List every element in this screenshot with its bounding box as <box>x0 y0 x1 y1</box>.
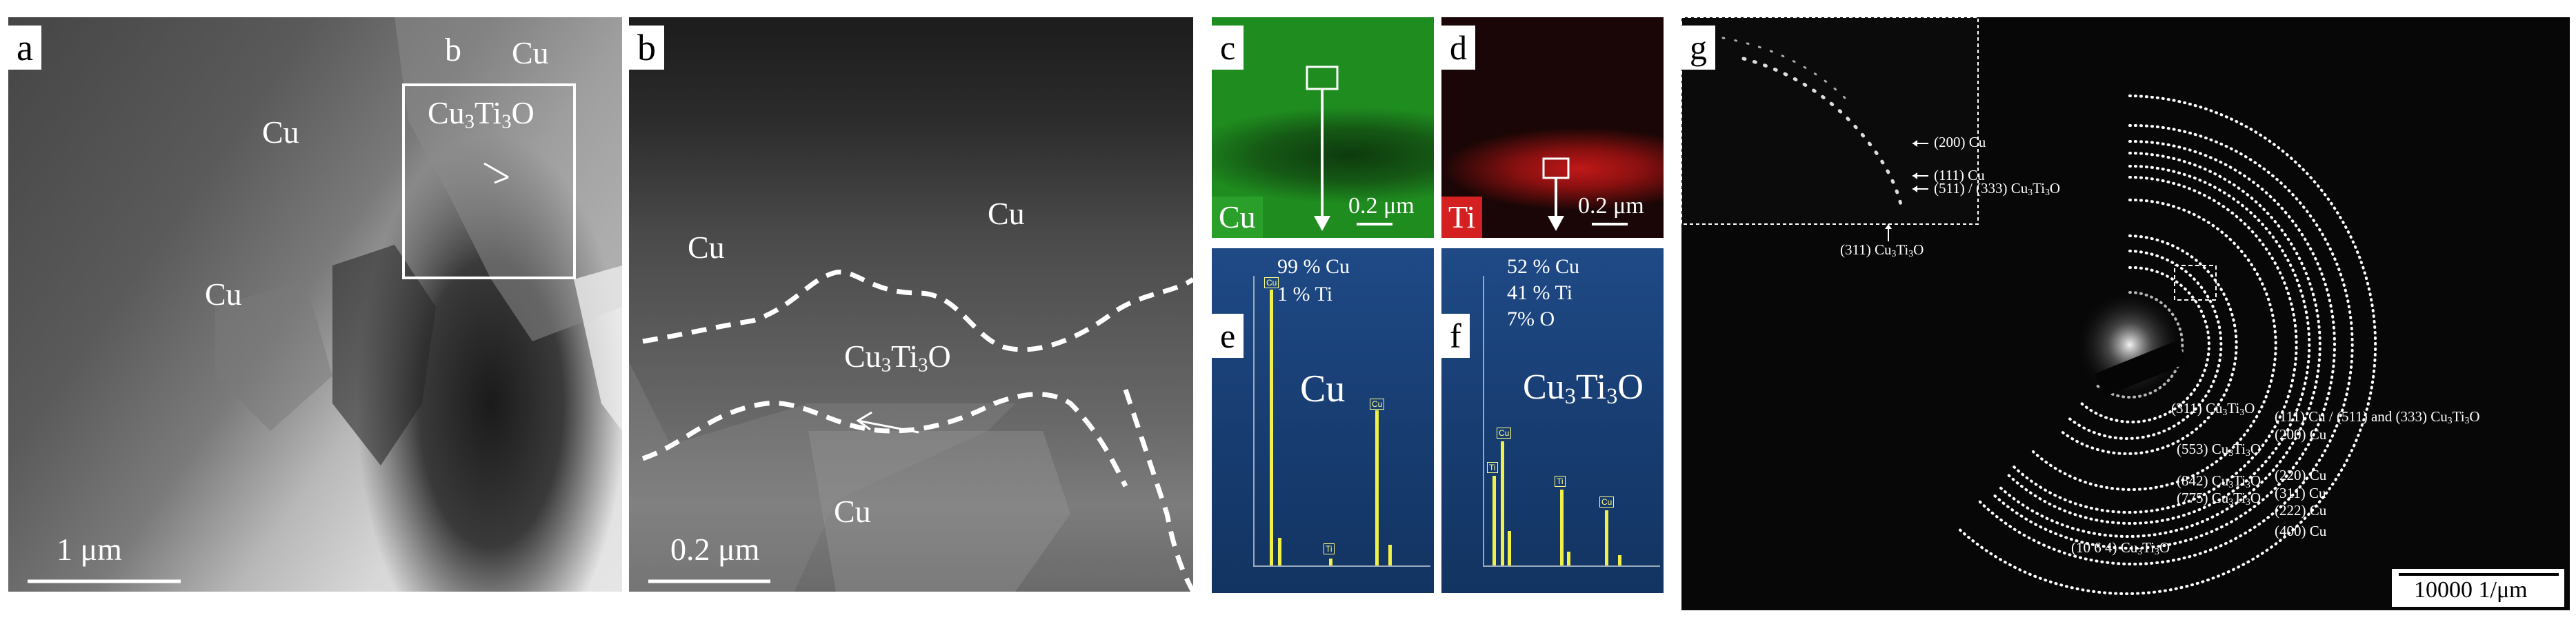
panel-d-label: d <box>1441 26 1475 70</box>
panel-e-peak-cu-l <box>1270 290 1273 565</box>
panel-e-peak-tag-cu-1: Cu <box>1264 277 1279 288</box>
panel-g-inset-label-200-cu: (200) Cu <box>1934 134 1986 150</box>
panel-g-ring-label-400-cu: (400) Cu <box>2275 523 2327 539</box>
panel-e-peak-tag-cu-2: Cu <box>1370 399 1385 410</box>
panel-g-ring-label-842-cu3ti3o: (842) Cu3Ti3O <box>2177 472 2262 490</box>
panel-c-label: c <box>1212 26 1244 70</box>
panel-c-element-tag: Cu <box>1212 197 1263 238</box>
panel-b-scale-bar-label: 0.2 μm <box>670 532 760 567</box>
panel-a-phase-cu3ti3o: Cu3Ti3O <box>428 95 535 133</box>
panel-f-peak-tag-cu-2: Cu <box>1599 496 1615 508</box>
panel-c-cu-map: c Cu 0.2 μm <box>1212 17 1434 238</box>
panel-g-ring-label-222-cu: (222) Cu <box>2275 502 2327 519</box>
panel-g-ring-label-200-cu: (200) Cu <box>2275 426 2327 443</box>
panel-d-element-tag: Ti <box>1441 197 1483 238</box>
panel-e-peak-cu-ka <box>1375 410 1379 565</box>
panel-b-tem-image: b Cu Cu Cu Cu3Ti3O 0.2 μm <box>629 17 1193 592</box>
panel-a-scale-bar-label: 1 μm <box>57 532 122 567</box>
panel-g-ring-label-10-6-4-cu3ti3o: (10 6 4) Cu3Ti3O <box>2071 539 2170 556</box>
panel-a-phase-cu-3: Cu <box>205 277 242 312</box>
panel-e-label: e <box>1212 314 1244 358</box>
panel-d-scale-bar-label: 0.2 μm <box>1578 193 1644 219</box>
panel-g-inset-label-311: (311) Cu3Ti3O <box>1840 241 1924 259</box>
panel-e-peak-small <box>1278 538 1281 565</box>
panel-g-label: g <box>1681 26 1715 70</box>
panel-f-composition-cu: 52 % Cu <box>1507 255 1579 278</box>
panel-g-scale-bar-label: 10000 1/μm <box>2414 577 2528 603</box>
panel-f-composition-o: 7% O <box>1507 308 1555 330</box>
panel-b-label: b <box>629 26 664 70</box>
panel-f-peak-tag-cu-1: Cu <box>1497 428 1512 439</box>
panel-e-plot-area: Cu Cu Ti <box>1253 276 1430 567</box>
panel-f-phase-label: Cu3Ti3O <box>1523 368 1644 409</box>
panel-b-overlay <box>629 270 1193 592</box>
panel-f-peak-ti-ka <box>1560 490 1564 565</box>
panel-g-ring-label-775-cu3ti3o: (775) Cu3Ti3O <box>2177 490 2262 507</box>
panel-f-composition-ti: 41 % Ti <box>1507 281 1573 304</box>
panel-g-ring-label-311-cu3ti3o: (311) Cu3Ti3O <box>2171 400 2255 417</box>
panel-f-peak-o <box>1508 531 1511 565</box>
panel-f-peak-ti-l <box>1492 476 1496 565</box>
panel-g-ring-label-553-cu3ti3o: (553) Cu3Ti3O <box>2177 441 2262 458</box>
panel-a-phase-cu-2: Cu <box>262 114 299 150</box>
panel-g-ring-label-220-cu: (220) Cu <box>2275 467 2327 483</box>
panel-e-peak-ti <box>1329 559 1332 565</box>
panel-g-inset-label-111-cu: (111) Cu <box>1934 167 1985 183</box>
panel-g-ring-label-111-cu-511-333: (111) Cu / (511) and (333) Cu3Ti3O <box>2275 408 2480 425</box>
panel-e-eds-spectrum: e 99 % Cu 1 % Ti Cu Cu Cu Ti <box>1212 248 1434 593</box>
panel-f-peak-ti-kb <box>1567 552 1570 565</box>
panel-b-phase-cu-3: Cu <box>834 494 871 529</box>
panel-f-label: f <box>1441 314 1470 358</box>
panel-a-tem-image: a b Cu Cu Cu Cu3Ti3O 1 μm <box>8 17 622 592</box>
panel-f-peak-tag-ti-2: Ti <box>1555 476 1566 487</box>
panel-c-overlay <box>1306 66 1392 231</box>
panel-f-peak-cu-l <box>1501 441 1504 565</box>
panel-a-label: a <box>8 26 41 70</box>
panel-f-peak-cu-kb <box>1618 555 1621 565</box>
panel-e-composition-ti: 1 % Ti <box>1277 283 1333 305</box>
panel-f-plot-area: Ti Cu Ti Cu <box>1483 276 1660 567</box>
panel-b-phase-cu3ti3o: Cu3Ti3O <box>844 339 951 377</box>
panel-f-peak-cu-ka <box>1605 510 1608 565</box>
panel-c-scale-bar-label: 0.2 μm <box>1348 193 1415 219</box>
panel-d-ti-map: d Ti 0.2 μm <box>1441 17 1664 238</box>
panel-b-phase-cu-2: Cu <box>688 230 725 265</box>
panel-e-peak-cu-kb <box>1388 545 1392 565</box>
panel-g-rings <box>1681 17 2564 607</box>
panel-a-phase-cu-1: Cu <box>512 35 549 70</box>
panel-g-ring-label-311-cu: (311) Cu <box>2275 485 2326 501</box>
panel-g-inset-label-511-333: (511) / (333) Cu3Ti3O <box>1934 180 2061 197</box>
panel-e-phase-label: Cu <box>1300 368 1346 410</box>
panel-f-peak-tag-ti-1: Ti <box>1487 462 1498 473</box>
panel-d-overlay <box>1542 157 1628 231</box>
panel-g-diffraction-pattern: g <box>1681 17 2570 610</box>
panel-b-phase-cu-1: Cu <box>988 196 1025 231</box>
panel-e-composition-cu: 99 % Cu <box>1277 255 1350 278</box>
panel-a-inset-label: b <box>445 32 461 68</box>
panel-a-overlay <box>28 17 622 583</box>
panel-f-eds-spectrum: f 52 % Cu 41 % Ti 7% O Cu3Ti3O Ti Cu Ti … <box>1441 248 1664 593</box>
panel-e-peak-tag-ti: Ti <box>1324 543 1335 554</box>
